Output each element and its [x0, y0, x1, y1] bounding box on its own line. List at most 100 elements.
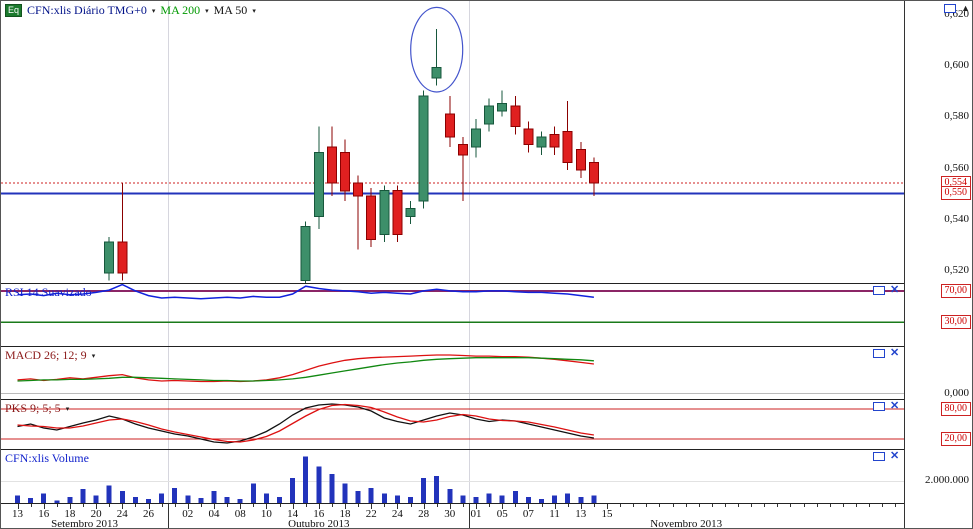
major-tick: [476, 504, 477, 509]
main-chart-panel: Eq CFN:xlis Diário TMG+0 ▾ MA 200 ▾ MA 5…: [1, 1, 904, 286]
date-tick-label: 13: [12, 508, 23, 520]
close-icon[interactable]: ✕: [890, 284, 900, 296]
date-tick-label: 01: [470, 508, 482, 520]
minor-tick: [227, 504, 229, 507]
volume-bars: [15, 456, 597, 503]
month-label: Outubro 2013: [288, 518, 350, 529]
minor-tick: [489, 504, 491, 507]
date-tick-label: 20: [90, 508, 102, 520]
major-tick: [96, 504, 98, 509]
rsi-canvas[interactable]: [1, 283, 904, 351]
chevron-down-icon[interactable]: ▾: [91, 351, 96, 360]
minor-tick: [620, 504, 622, 507]
date-tick-label: 16: [38, 508, 50, 520]
scroll-up-icon[interactable]: ▲: [961, 3, 970, 13]
chevron-down-icon[interactable]: ▾: [252, 6, 256, 15]
level-lines: [1, 289, 904, 324]
minor-tick: [567, 504, 569, 507]
month-label: Setembro 2013: [51, 518, 119, 529]
level-lines: [1, 182, 904, 195]
macd-panel: MACD 26; 12; 9 ▾ ✕: [1, 346, 904, 399]
pks-panel-controls: ✕: [873, 400, 900, 412]
pks-title[interactable]: PKS 9; 5; 5: [5, 401, 61, 415]
chevron-down-icon[interactable]: ▾: [151, 6, 156, 15]
minor-tick: [541, 504, 543, 507]
date-tick-label: 18: [339, 508, 351, 520]
minor-tick: [384, 504, 386, 507]
macd-header: MACD 26; 12; 9 ▾: [5, 348, 95, 363]
volume-header: CFN:xlis Volume: [5, 451, 89, 466]
volume-canvas[interactable]: [1, 449, 904, 508]
ma200-dropdown[interactable]: MA 200: [160, 3, 201, 17]
close-icon[interactable]: ✕: [890, 347, 900, 359]
main-chart-canvas[interactable]: [1, 1, 904, 288]
date-tick-label: 18: [64, 508, 76, 520]
annotation-ellipse[interactable]: [410, 6, 464, 93]
minor-tick: [803, 504, 805, 507]
date-tick-label: 15: [601, 508, 613, 520]
ma50-dropdown[interactable]: MA 50: [213, 3, 248, 17]
major-tick: [214, 504, 215, 509]
major-tick: [580, 504, 582, 509]
pks-panel: PKS 9; 5; 5 ▾ ✕: [1, 399, 904, 449]
close-icon[interactable]: ✕: [890, 450, 900, 462]
date-tick-label: 28: [418, 508, 430, 520]
axis-value-badge: 80,00: [940, 402, 971, 416]
panel-properties-icon[interactable]: [873, 451, 885, 461]
panel-properties-icon[interactable]: [873, 348, 885, 358]
major-tick: [554, 504, 556, 509]
minor-tick: [829, 504, 831, 507]
minor-tick: [305, 504, 307, 507]
minor-tick: [698, 504, 700, 507]
axis-tick-label: 2.000.000: [925, 474, 969, 487]
rsi-panel: RSI 14 Suavizado ✕: [1, 283, 904, 346]
price-axis[interactable]: ▲ 0,620 0,600 0,580 0,560 0,540 0,520 0,554 0,5…: [904, 1, 972, 528]
pks-canvas[interactable]: [1, 399, 904, 454]
eq-badge[interactable]: Eq: [5, 4, 23, 17]
panel-divider[interactable]: [1, 346, 904, 347]
minor-tick: [633, 504, 635, 507]
panel-properties-icon[interactable]: [873, 285, 885, 295]
date-tick-label: 10: [260, 508, 272, 520]
rsi-panel-controls: ✕: [873, 284, 900, 296]
date-tick-label: 02: [182, 508, 194, 520]
symbol-dropdown[interactable]: CFN:xlis Diário TMG+0: [27, 3, 147, 17]
close-icon[interactable]: ✕: [890, 400, 900, 412]
pks-header: PKS 9; 5; 5 ▾: [5, 401, 69, 416]
minor-tick: [358, 504, 360, 507]
chevron-down-icon[interactable]: ▾: [205, 6, 209, 15]
major-tick: [266, 504, 268, 509]
minor-tick: [161, 504, 163, 507]
date-axis[interactable]: 13 16 18 20 24 26 02 04 08 10 14 16 18 22 24 28 30 01 05 07…: [1, 503, 972, 529]
minor-tick: [882, 504, 884, 507]
macd-canvas[interactable]: [1, 346, 904, 404]
panel-divider[interactable]: [1, 283, 904, 284]
chevron-down-icon[interactable]: ▾: [65, 404, 70, 413]
major-tick: [397, 504, 399, 509]
volume-panel-controls: ✕: [873, 450, 900, 462]
minor-tick: [895, 504, 897, 507]
pk-line: [17, 403, 594, 444]
macd-title[interactable]: MACD 26; 12; 9: [5, 348, 87, 362]
date-tick-label: 26: [143, 508, 154, 520]
rsi-line: [17, 283, 594, 300]
panel-properties-icon[interactable]: [873, 401, 885, 411]
minor-tick: [174, 504, 176, 507]
panel-divider[interactable]: [1, 399, 904, 400]
volume-title[interactable]: CFN:xlis Volume: [5, 451, 89, 465]
main-panel-controls: ▲: [944, 3, 970, 13]
date-tick-label: 16: [313, 508, 325, 520]
rsi-title[interactable]: RSI 14 Suavizado: [5, 285, 92, 299]
minor-tick: [593, 504, 595, 507]
minor-tick: [711, 504, 713, 507]
macd-panel-controls: ✕: [873, 347, 900, 359]
date-tick-label: 08: [234, 508, 246, 520]
panel-properties-icon[interactable]: [944, 3, 957, 13]
panel-divider[interactable]: [1, 449, 904, 450]
major-tick: [423, 504, 425, 509]
date-tick-label: 22: [365, 508, 377, 520]
minor-tick: [842, 504, 844, 507]
major-tick: [449, 504, 451, 509]
month-label: Novembro 2013: [650, 518, 723, 529]
axis-value-badge: 0,550: [940, 186, 971, 201]
